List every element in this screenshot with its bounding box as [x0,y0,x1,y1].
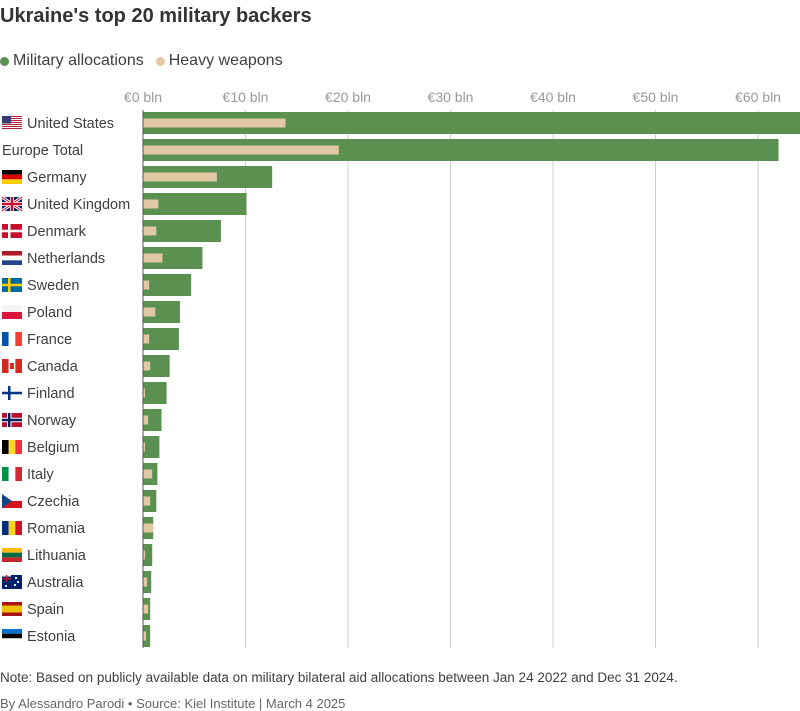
flag-se-icon [2,278,22,292]
bar-military-allocations [143,409,162,431]
category-label: Germany [27,170,87,186]
category-label: United Kingdom [27,197,130,213]
bar-military-allocations [143,625,151,647]
flag-lt-icon [2,548,22,562]
category-label: Australia [27,575,84,591]
bar-heavy-weapons [143,145,339,155]
bar-heavy-weapons [143,334,150,344]
bar-heavy-weapons [143,172,217,182]
category-label: Lithuania [27,548,87,564]
flag-nl-icon [2,251,22,265]
category-label: Belgium [27,440,79,456]
legend: Military allocations Heavy weapons [0,52,295,70]
category-label: Netherlands [27,251,105,267]
bar-military-allocations [143,382,167,404]
x-tick-label: €20 bln [325,89,371,105]
bar-military-allocations [143,112,800,134]
bar-heavy-weapons [143,577,148,587]
flag-au-icon [2,575,22,589]
bar-chart: €0 bln €10 bln €20 bln €30 bln €40 bln €50 bl… [1,89,800,648]
bar-heavy-weapons [143,523,154,533]
flag-be-icon [2,440,22,454]
category-label: France [27,332,72,348]
footnote: Note: Based on publicly available data o… [0,670,678,685]
bar-military-allocations [143,193,247,215]
category-label: Norway [27,413,77,429]
legend-label-military: Military allocations [13,52,144,69]
bar-military-allocations [143,220,221,242]
bar-heavy-weapons [143,226,157,236]
flag-cz-icon [2,494,22,508]
flag-it-icon [2,467,22,481]
flag-us-icon [2,116,22,130]
bar-military-allocations [143,301,180,323]
flag-ca-icon [2,359,22,373]
x-tick-label: €30 bln [428,89,474,105]
category-label: Estonia [27,629,76,645]
bar-military-allocations [143,355,170,377]
legend-swatch-military [0,56,9,66]
flag-fr-icon [2,332,22,346]
bar-heavy-weapons [143,631,147,641]
bar-military-allocations [143,544,153,566]
bar-heavy-weapons [143,361,151,371]
flag-pl-icon [2,305,22,319]
flag-ee-icon [2,629,22,643]
category-label: Poland [27,305,72,321]
category-label: Sweden [27,278,79,294]
bar-military-allocations [143,436,160,458]
bar-heavy-weapons [143,307,156,317]
bar-heavy-weapons [143,604,149,614]
category-label: United States [27,116,114,132]
legend-item-heavy: Heavy weapons [155,52,283,70]
flag-de-icon [2,170,22,184]
flag-dk-icon [2,224,22,238]
bar-heavy-weapons [143,496,151,506]
flag-gb-icon [1,195,23,213]
bar-heavy-weapons [143,118,286,128]
flag-fi-icon [2,386,22,400]
category-label: Finland [27,386,75,402]
bar-heavy-weapons [143,199,159,209]
x-tick-label: €40 bln [530,89,576,105]
legend-label-heavy: Heavy weapons [168,52,283,69]
category-label: Czechia [27,494,80,510]
legend-item-military: Military allocations [0,52,144,70]
bar-heavy-weapons [143,469,153,479]
category-label: Italy [27,467,54,483]
bar-heavy-weapons [143,388,146,398]
x-tick-label: €50 bln [633,89,679,105]
x-tick-label: €0 bln [124,89,162,105]
flag-es-icon [2,602,22,616]
x-tick-label: €10 bln [223,89,269,105]
category-label: Europe Total [2,143,83,159]
bar-heavy-weapons [143,415,149,425]
category-label: Denmark [27,224,87,240]
bar-military-allocations [143,328,179,350]
category-label: Canada [27,359,79,375]
category-label: Romania [27,521,86,537]
category-label: Spain [27,602,64,618]
bar-heavy-weapons [143,253,163,263]
flag-no-icon [2,413,22,427]
bar-heavy-weapons [143,280,150,290]
byline: By Alessandro Parodi • Source: Kiel Inst… [0,696,346,711]
bar-military-allocations [143,274,192,296]
legend-swatch-heavy [155,56,165,66]
x-tick-label: €60 bln [735,89,781,105]
bar-heavy-weapons [143,550,146,560]
bar-heavy-weapons [143,442,146,452]
bar-military-allocations [143,247,203,269]
chart-title: Ukraine's top 20 military backers [0,5,312,27]
bar-military-allocations [143,139,779,161]
flag-ro-icon [2,521,22,535]
